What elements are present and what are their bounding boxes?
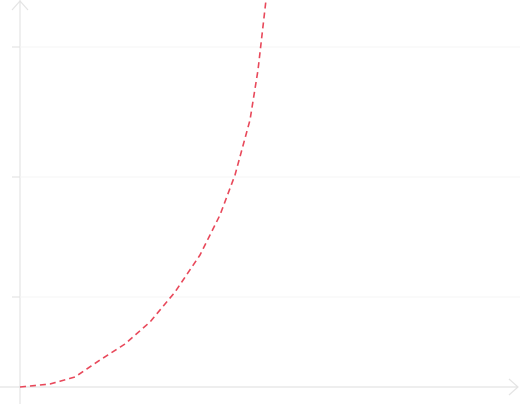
line bbox=[19, 0, 267, 388]
x-axis-arrow bbox=[508, 378, 519, 396]
y-axis-arrow bbox=[11, 0, 29, 11]
